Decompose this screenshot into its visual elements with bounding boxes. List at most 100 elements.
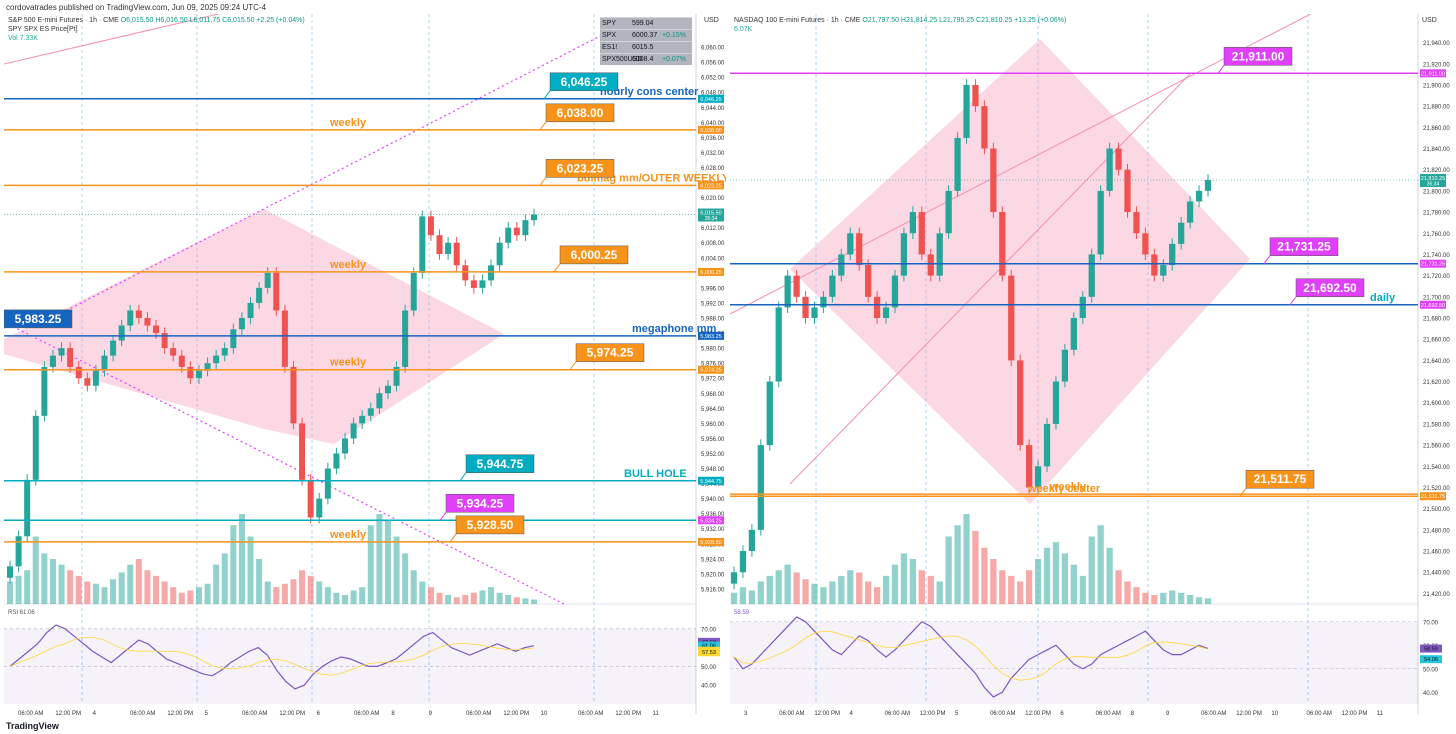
nq-y-tick: 21,900.00 bbox=[1423, 83, 1450, 89]
nq-rsi-label: 58.59 bbox=[734, 610, 750, 616]
nq-volume-bar bbox=[1070, 564, 1077, 604]
nq-y-tick: 21,720.00 bbox=[1423, 274, 1450, 280]
nq-candle-body bbox=[981, 106, 988, 149]
es-candle-body bbox=[402, 310, 409, 367]
nq-volume-bar bbox=[1052, 542, 1060, 604]
es-axis-level-text: 6,046.25 bbox=[700, 97, 721, 103]
es-volume-bar bbox=[49, 559, 56, 604]
es-axis-level-text: 5,928.50 bbox=[700, 540, 721, 546]
watchlist-row[interactable]: SPX500USD 6008.4 +0.07% bbox=[600, 53, 692, 65]
es-y-tick: 6,020.00 bbox=[701, 196, 725, 202]
es-y-tick: 5,972.00 bbox=[701, 377, 725, 383]
es-volume-bar bbox=[247, 536, 254, 604]
es-axis-level-text: 6,023.25 bbox=[700, 183, 721, 189]
es-candle-body bbox=[118, 325, 125, 341]
es-candle-body bbox=[101, 355, 108, 371]
es-volume-bar bbox=[170, 587, 177, 604]
es-x-tick: 06:00 AM bbox=[466, 711, 491, 717]
es-candle-body bbox=[32, 415, 39, 480]
es-axis-level-badge bbox=[698, 331, 724, 340]
nq-chart-panel[interactable]: 21,940.00 21,920.00 21,900.00 21,880.00 21,8… bbox=[730, 14, 1452, 720]
watchlist-row[interactable]: ES1! 6015.5 bbox=[600, 41, 692, 53]
es-candle-body bbox=[496, 242, 503, 266]
es-x-tick: 06:00 AM bbox=[18, 711, 43, 717]
es-title: S&P 500 E-mini Futures · 1h · CME bbox=[8, 17, 119, 24]
nq-volume-bar bbox=[811, 583, 818, 604]
nq-callout-box bbox=[1223, 47, 1293, 66]
es-volume-bar bbox=[281, 583, 288, 604]
nq-volume-bar bbox=[775, 570, 782, 604]
nq-rsi-tick: 40.00 bbox=[1423, 691, 1439, 697]
es-candle-body bbox=[419, 216, 426, 273]
nq-candle-body bbox=[865, 265, 872, 297]
nq-candle-body bbox=[1204, 180, 1212, 191]
nq-rsi-tick: 50.00 bbox=[1423, 667, 1439, 673]
es-axis-level-badge bbox=[698, 94, 724, 103]
nq-y-tick: 21,860.00 bbox=[1423, 126, 1450, 132]
es-y-tick: 5,932.00 bbox=[701, 527, 725, 533]
es-candle-body bbox=[24, 479, 31, 537]
nq-volume-bar bbox=[891, 564, 899, 604]
es-candle-body bbox=[488, 265, 495, 281]
watchlist-row[interactable]: SPY 599.04 bbox=[600, 17, 692, 29]
nq-y-tick: 21,440.00 bbox=[1423, 571, 1450, 577]
es-chart-svg[interactable]: 6,060.00 6,056.00 6,052.00 6,048.00 6,044.00… bbox=[4, 14, 726, 720]
nq-title: NASDAQ 100 E-mini Futures · 1h · CME bbox=[734, 17, 861, 24]
es-x-tick: 12:00 PM bbox=[167, 711, 193, 717]
es-volume-bar bbox=[230, 525, 237, 604]
published-caption: cordovatrades published on TradingView.c… bbox=[6, 3, 267, 12]
es-x-tick: 11 bbox=[653, 711, 660, 717]
nq-x-tick: 06:00 AM bbox=[1096, 711, 1121, 717]
es-volume-bar bbox=[427, 587, 434, 604]
es-rsi-tick: 40.00 bbox=[701, 684, 717, 690]
nq-candle-body bbox=[784, 275, 791, 308]
es-candle-body bbox=[187, 366, 194, 379]
es-callout-leader bbox=[459, 472, 467, 482]
es-volume-bar bbox=[488, 587, 495, 604]
nq-callout-box bbox=[1295, 278, 1365, 298]
es-x-tick: 06:00 AM bbox=[578, 711, 603, 717]
es-volume-bar bbox=[135, 559, 142, 604]
nq-candle-body bbox=[1017, 360, 1024, 446]
es-volume-bar bbox=[513, 597, 520, 604]
es-y-tick: 6,028.00 bbox=[701, 166, 725, 172]
nq-candle-body bbox=[1115, 148, 1122, 170]
es-chart-panel[interactable]: 6,060.00 6,056.00 6,052.00 6,048.00 6,044.00… bbox=[4, 14, 726, 720]
es-callout-leader bbox=[543, 90, 551, 100]
watchlist-widget[interactable]: SPY 599.04 SPX 6000.37 +0.15% ES1! 6015.5 SP… bbox=[600, 17, 692, 65]
nq-x-tick: 06:00 AM bbox=[885, 711, 910, 717]
es-y-tick: 6,044.00 bbox=[701, 106, 725, 112]
nq-volume-bar bbox=[972, 530, 979, 604]
es-y-tick: 5,980.00 bbox=[701, 347, 725, 353]
nq-candle-body bbox=[1151, 254, 1158, 276]
nq-chart-svg[interactable]: 21,940.00 21,920.00 21,900.00 21,880.00 21,8… bbox=[730, 14, 1452, 720]
nq-candle-body bbox=[766, 381, 773, 446]
es-volume-bar bbox=[453, 597, 460, 604]
nq-y-tick: 21,780.00 bbox=[1423, 211, 1450, 217]
nq-callout-box bbox=[1245, 469, 1315, 489]
nq-x-tick: 5 bbox=[955, 711, 959, 717]
nq-volume-bar bbox=[1017, 581, 1024, 604]
nq-candle-body bbox=[811, 307, 818, 318]
nq-candle-body bbox=[1097, 190, 1104, 255]
nq-callout-leader bbox=[1263, 255, 1271, 265]
watchlist-row[interactable]: SPX 6000.37 +0.15% bbox=[600, 29, 692, 41]
nq-volume-bar bbox=[945, 536, 952, 604]
nq-candle-body bbox=[1106, 148, 1113, 191]
nq-volume-bar bbox=[802, 579, 809, 604]
nq-rsi-badge bbox=[1420, 655, 1442, 664]
nq-y-tick: 21,560.00 bbox=[1423, 444, 1450, 450]
es-candle-body bbox=[530, 214, 538, 221]
nq-volume-bar bbox=[1133, 587, 1140, 604]
es-y-tick: 5,960.00 bbox=[701, 422, 725, 428]
nq-callout-label: 21,731.25 bbox=[1277, 240, 1331, 254]
nq-candle-body bbox=[882, 307, 890, 318]
es-volume-bar bbox=[84, 581, 91, 604]
nq-x-tick: 8 bbox=[1131, 711, 1135, 717]
es-candle-body bbox=[384, 385, 391, 394]
es-y-tick: 5,968.00 bbox=[701, 392, 725, 398]
es-candle-body bbox=[144, 318, 151, 326]
nq-volume-bar bbox=[820, 587, 827, 604]
es-rsi-badge-text: 57.53 bbox=[702, 650, 716, 656]
nq-y-tick: 21,460.00 bbox=[1423, 550, 1450, 556]
